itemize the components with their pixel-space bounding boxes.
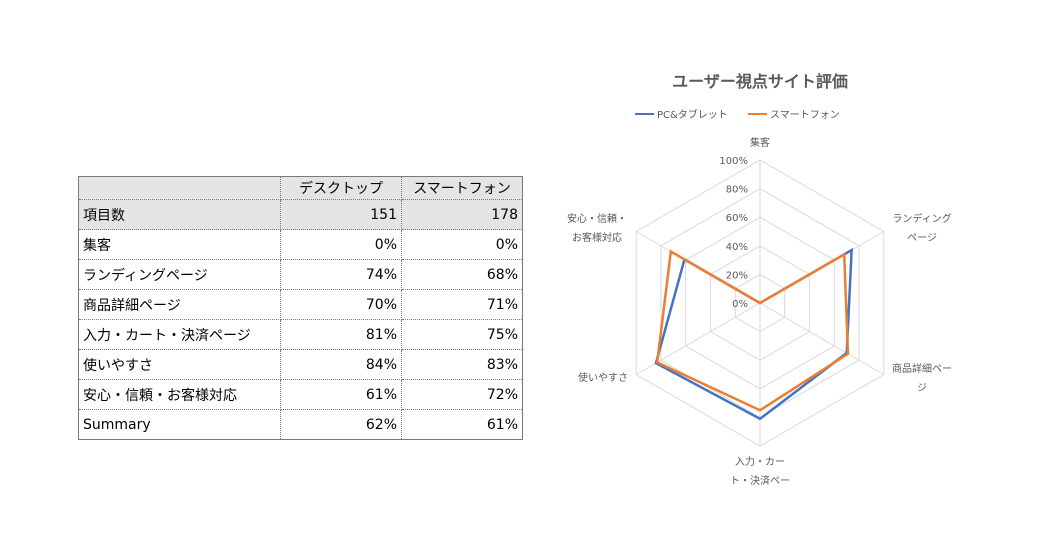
- value-cell: 81%: [280, 319, 402, 350]
- table-header-cell: スマートフォン: [401, 176, 523, 200]
- tick-label: 80%: [726, 185, 748, 196]
- value-cell: 68%: [401, 259, 523, 290]
- category-label: お客様対応: [572, 231, 622, 244]
- value-cell: 0%: [401, 229, 523, 260]
- tick-label: 100%: [719, 156, 748, 167]
- table-header-cell: デスクトップ: [280, 176, 402, 200]
- category-label: 使いやすさ: [578, 371, 628, 384]
- table-row: Summary 62% 61%: [78, 409, 523, 440]
- value-cell: 61%: [280, 379, 402, 410]
- value-cell: 75%: [401, 319, 523, 350]
- table-row: 入力・カート・決済ページ 81% 75%: [78, 319, 523, 350]
- tick-label: 0%: [732, 299, 748, 310]
- category-label: ト・決済ペー: [730, 474, 790, 487]
- row-label-cell: 項目数: [78, 199, 281, 230]
- row-label-cell: 使いやすさ: [78, 349, 281, 380]
- tick-label: 60%: [726, 213, 748, 224]
- series-line: [655, 249, 850, 412]
- value-cell: 74%: [280, 259, 402, 290]
- value-cell: 72%: [401, 379, 523, 410]
- value-cell: 71%: [401, 289, 523, 320]
- table-row: 使いやすさ 84% 83%: [78, 349, 523, 380]
- legend-label: PC&タブレット: [657, 108, 728, 121]
- category-label: ジ: [917, 383, 927, 394]
- category-label: 商品詳細ペー: [892, 362, 952, 375]
- table-row: 商品詳細ページ 70% 71%: [78, 289, 523, 320]
- category-label: ランディング: [892, 212, 951, 225]
- legend-item: PC&タブレット: [635, 108, 728, 121]
- value-cell: 62%: [280, 409, 402, 440]
- radar-chart: ユーザー視点サイト評価 PC&タブレット スマートフォン 0% 20% 40% 60% 80%…: [567, 72, 952, 487]
- score-table: デスクトップ スマートフォン 項目数 151 178 集客 0% 0% ランディングページ 74%…: [78, 176, 523, 440]
- legend-label: スマートフォン: [770, 110, 840, 121]
- row-label-cell: 安心・信頼・お客様対応: [78, 379, 281, 410]
- axis-spoke: [759, 302, 885, 375]
- row-label-cell: Summary: [78, 409, 281, 440]
- table-header-cell: [78, 176, 281, 200]
- tick-label: 20%: [726, 270, 748, 281]
- value-cell: 83%: [401, 349, 523, 380]
- table-row: ランディングページ 74% 68%: [78, 259, 523, 290]
- row-label-cell: 集客: [78, 229, 281, 260]
- table-row: 集客 0% 0%: [78, 229, 523, 260]
- value-cell: 151: [280, 199, 402, 230]
- chart-title: ユーザー視点サイト評価: [672, 72, 848, 91]
- category-label: 安心・信頼・: [567, 212, 627, 225]
- value-cell: 178: [401, 199, 523, 230]
- tick-label: 40%: [726, 242, 748, 253]
- category-label: ページ: [907, 233, 937, 244]
- category-label: 入力・カー: [735, 455, 785, 468]
- legend-item: スマートフォン: [748, 110, 840, 121]
- table-row: 安心・信頼・お客様対応 61% 72%: [78, 379, 523, 410]
- table-row: 項目数 151 178: [78, 199, 523, 230]
- category-label: 集客: [750, 136, 770, 149]
- row-label-cell: 商品詳細ページ: [78, 289, 281, 320]
- value-cell: 70%: [280, 289, 402, 320]
- row-label-cell: ランディングページ: [78, 259, 281, 290]
- table-header-row: デスクトップ スマートフォン: [78, 176, 523, 200]
- value-cell: 84%: [280, 349, 402, 380]
- value-cell: 61%: [401, 409, 523, 440]
- row-label-cell: 入力・カート・決済ページ: [78, 319, 281, 350]
- value-cell: 0%: [280, 229, 402, 260]
